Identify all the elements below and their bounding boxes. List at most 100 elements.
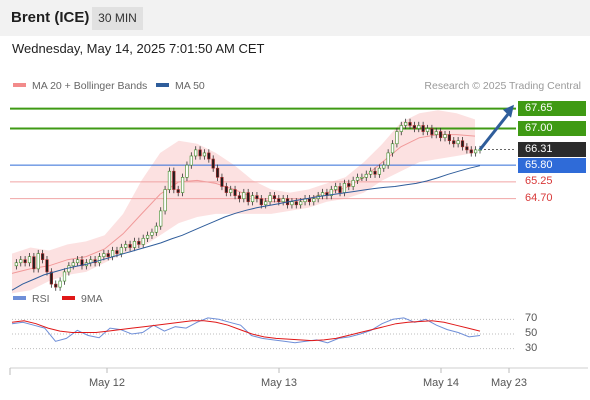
candle-body: [425, 128, 430, 132]
candle: [36, 249, 40, 273]
legend-9ma-label: 9MA: [81, 293, 103, 305]
candle: [19, 256, 23, 267]
candle: [67, 262, 71, 276]
candle-body: [229, 189, 233, 193]
candle: [27, 252, 32, 267]
legend-ma50-label: MA 50: [175, 80, 205, 92]
ma50-line: [11, 165, 481, 291]
candle-body: [172, 170, 176, 190]
candle: [137, 237, 141, 249]
candle: [360, 173, 364, 181]
candle-body: [417, 125, 421, 129]
timeframe-button[interactable]: 30 MIN: [92, 7, 143, 30]
candle-body: [281, 198, 285, 203]
candle-body: [154, 225, 158, 233]
legend-rsi: RSI: [13, 293, 50, 305]
candle-body: [373, 170, 377, 175]
candle: [390, 140, 395, 157]
candle: [369, 167, 373, 178]
candle-body: [347, 183, 351, 187]
candle-body: [355, 177, 360, 181]
candle-body: [19, 259, 23, 264]
rsi-line: [11, 317, 481, 344]
candle-body: [150, 231, 154, 236]
candle-body: [54, 283, 58, 288]
candle: [452, 137, 456, 148]
timestamp: Wednesday, May 14, 2025 7:01:50 AM CET: [12, 41, 265, 56]
forecast-arrow-head: [503, 104, 514, 118]
candle-body: [14, 262, 18, 267]
candle-body: [434, 131, 438, 135]
credit: Research © 2025 Trading Central: [424, 80, 581, 92]
candle-body: [198, 149, 202, 157]
candle: [347, 179, 351, 191]
candle-body: [250, 195, 255, 203]
candle: [430, 124, 434, 139]
candle: [456, 137, 460, 148]
candle-body: [342, 183, 347, 193]
candle: [364, 170, 368, 181]
candle: [395, 127, 399, 148]
legend-ma20: MA 20 + Bollinger Bands: [13, 80, 147, 92]
candle: [255, 191, 259, 203]
candle-body: [395, 131, 399, 145]
candle-body: [382, 164, 386, 169]
level-label-support: 64.70: [525, 192, 553, 205]
candle-body: [242, 192, 246, 199]
candle: [417, 121, 421, 133]
candle-body: [163, 189, 167, 212]
candle-body: [145, 234, 150, 239]
candle-body: [404, 122, 408, 126]
candle: [163, 185, 167, 215]
candle: [76, 256, 80, 267]
x-tick-label: May 14: [423, 377, 459, 389]
candle: [49, 268, 53, 288]
candle-body: [189, 155, 193, 166]
candle: [447, 130, 451, 145]
header-bar: Brent (ICE) 30 MIN: [0, 0, 590, 36]
legend-rsi-label: RSI: [32, 293, 50, 305]
candle-body: [299, 201, 303, 206]
candle: [268, 191, 272, 206]
candle: [246, 188, 250, 206]
candle-body: [465, 146, 469, 151]
candle: [54, 280, 58, 291]
candle-body: [102, 253, 106, 257]
candle-body: [312, 198, 316, 203]
legend-9ma: 9MA: [62, 293, 103, 305]
candle: [460, 137, 465, 151]
candle-body: [185, 164, 189, 178]
candle-body: [141, 238, 145, 245]
candle-body: [277, 198, 281, 203]
candle-body: [259, 198, 263, 206]
candle: [150, 228, 154, 239]
candle: [338, 182, 342, 197]
legend-ma20-swatch: [13, 83, 26, 88]
candle: [443, 130, 447, 142]
candle: [58, 277, 62, 291]
candle-body: [115, 250, 119, 254]
instrument-title: Brent (ICE): [11, 9, 90, 26]
x-tick-label: May 12: [89, 377, 125, 389]
candle: [272, 191, 277, 203]
candle: [259, 195, 263, 209]
candle: [294, 198, 298, 209]
candle: [474, 146, 478, 157]
candle: [373, 167, 377, 178]
candle: [307, 195, 312, 206]
candle-body: [246, 192, 250, 203]
candle-body: [167, 170, 172, 190]
candle: [180, 173, 185, 197]
legend-9ma-swatch: [62, 296, 75, 301]
candle-body: [460, 140, 465, 148]
candle: [312, 195, 316, 206]
candle: [290, 198, 294, 209]
candle-body: [456, 140, 460, 145]
candle: [229, 185, 233, 197]
candle: [386, 149, 390, 169]
candle-body: [215, 167, 220, 178]
candle: [224, 182, 228, 197]
candle-body: [49, 271, 53, 285]
candle-body: [237, 195, 242, 199]
candle: [132, 237, 137, 252]
